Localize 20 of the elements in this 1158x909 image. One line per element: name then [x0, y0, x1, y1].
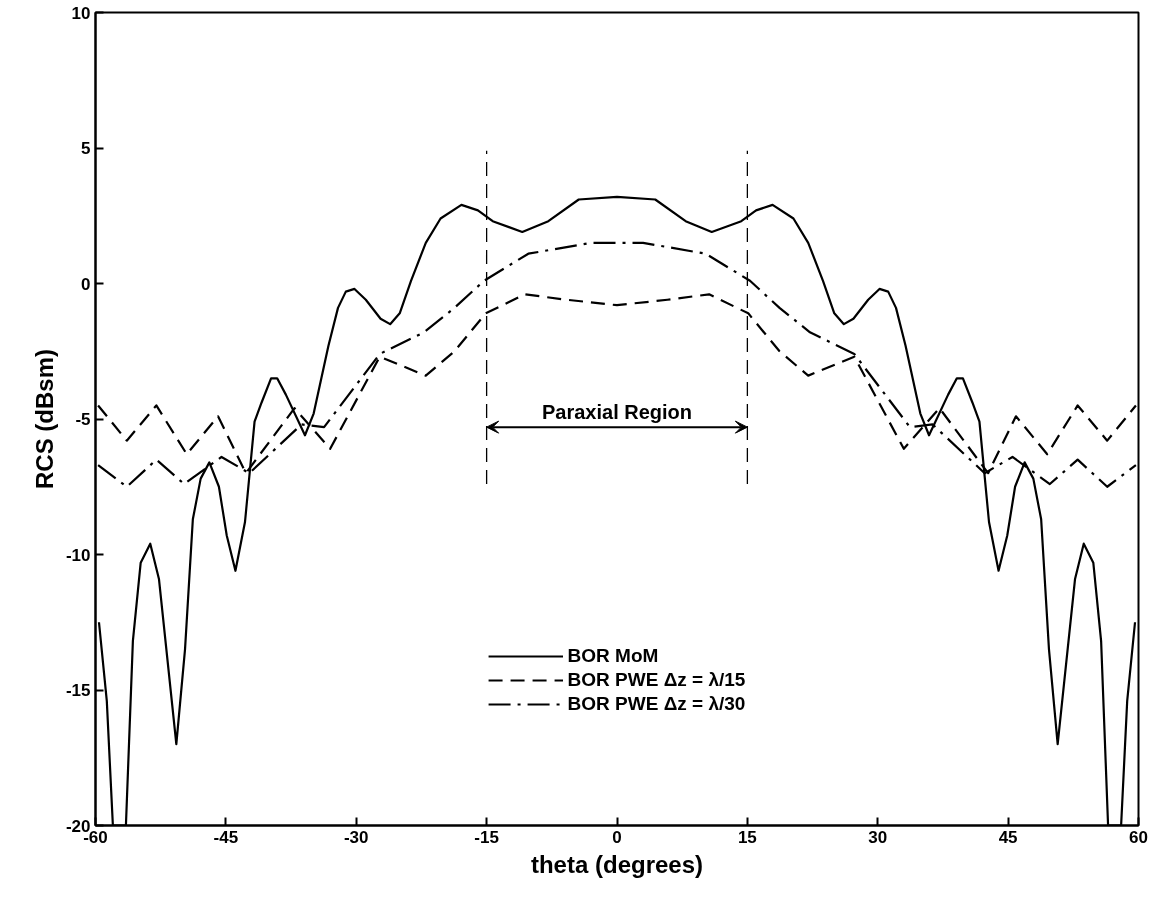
y-tick-label: 5 [81, 139, 91, 158]
x-tick-label: -30 [343, 827, 369, 847]
x-tick-label: 0 [612, 827, 622, 847]
legend-label: BOR MoM [567, 645, 659, 667]
annotation: Paraxial Region [541, 401, 693, 424]
y-tick-label: -10 [65, 545, 91, 565]
x-tick-label: -45 [213, 827, 239, 847]
x-tick-label: 30 [868, 827, 888, 847]
y-axis-title: RCS (dBsm) [30, 348, 58, 489]
y-tick-label: 10 [71, 3, 91, 23]
x-tick-label: 45 [998, 827, 1018, 847]
x-axis-title: theta (degrees) [530, 850, 704, 878]
legend-label: BOR PWE Δz = λ/30 [567, 693, 746, 715]
y-tick-label: -5 [75, 410, 91, 429]
legend-label: BOR PWE Δz = λ/15 [567, 669, 746, 691]
x-tick-label: 15 [737, 827, 757, 847]
x-tick-label: 60 [1129, 827, 1148, 847]
y-tick-label: 0 [81, 274, 91, 294]
x-tick-label: -15 [474, 827, 499, 847]
y-tick-label: -15 [65, 681, 91, 700]
